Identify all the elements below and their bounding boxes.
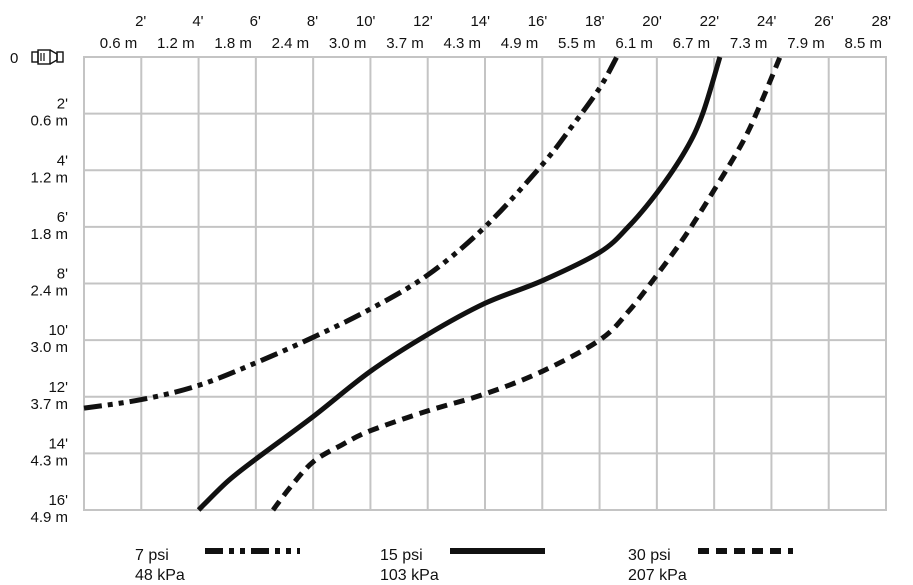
- legend-label-psi: 15 psi: [380, 547, 423, 564]
- x-tick-label-ft: 8': [307, 13, 318, 30]
- x-tick-label-m: 6.1 m: [615, 35, 653, 52]
- y-tick-label-m: 3.0 m: [30, 339, 68, 356]
- chart-legend: 7 psi 48 kPa 15 psi 103 kPa 30 psi 207 kPa: [135, 547, 793, 584]
- y-tick-label-ft: 4': [57, 152, 68, 169]
- x-tick-label-ft: 6': [250, 13, 261, 30]
- y-tick-label-ft: 6': [57, 209, 68, 226]
- y-tick-label-ft: 10': [48, 322, 68, 339]
- x-tick-label-m: 5.5 m: [558, 35, 596, 52]
- y-tick-label-ft: 12': [48, 379, 68, 396]
- y-tick-label-m: 1.8 m: [30, 226, 68, 243]
- x-tick-label-m: 3.7 m: [386, 35, 424, 52]
- y-axis-origin-label: 0: [10, 50, 18, 67]
- x-tick-label-m: 1.8 m: [214, 35, 252, 52]
- x-axis-ticks: 2' 0.6 m 4' 1.2 m 6' 1.8 m 8' 2.4 m 10' 3.0 m 12' 3…: [100, 13, 891, 52]
- x-tick-label-m: 0.6 m: [100, 35, 138, 52]
- x-tick-label-m: 3.0 m: [329, 35, 367, 52]
- y-tick-label-m: 3.7 m: [30, 396, 68, 413]
- x-tick-label-ft: 2': [135, 13, 146, 30]
- y-tick-label-ft: 14': [48, 435, 68, 452]
- x-tick-label-ft: 28': [871, 13, 891, 30]
- x-tick-label-ft: 22': [700, 13, 720, 30]
- x-tick-label-ft: 20': [642, 13, 662, 30]
- y-tick-label-m: 4.9 m: [30, 509, 68, 526]
- y-tick-label-ft: 2': [57, 96, 68, 113]
- x-tick-label-m: 2.4 m: [272, 35, 310, 52]
- chart-grid: [83, 56, 887, 511]
- x-tick-label-m: 8.5 m: [844, 35, 882, 52]
- x-tick-label-ft: 26': [814, 13, 834, 30]
- sprinkler-nozzle-icon: [31, 49, 64, 65]
- x-tick-label-ft: 18': [585, 13, 605, 30]
- y-tick-label-ft: 16': [48, 492, 68, 509]
- y-tick-label-m: 0.6 m: [30, 113, 68, 130]
- x-tick-label-ft: 4': [192, 13, 203, 30]
- x-tick-label-ft: 14': [470, 13, 490, 30]
- x-tick-label-m: 1.2 m: [157, 35, 195, 52]
- series-line-1: [196, 56, 723, 512]
- x-tick-label-ft: 16': [528, 13, 548, 30]
- legend-label-psi: 30 psi: [628, 547, 671, 564]
- legend-label-psi: 7 psi: [135, 547, 169, 564]
- series-line-2: [271, 56, 783, 512]
- y-tick-label-ft: 8': [57, 266, 68, 283]
- y-axis-ticks: 2'0.6 m 4'1.2 m 6'1.8 m 8'2.4 m 10'3.0 m 12'3…: [30, 96, 68, 526]
- x-tick-label-ft: 24': [757, 13, 777, 30]
- legend-label-kpa: 48 kPa: [135, 567, 185, 584]
- x-tick-label-m: 7.9 m: [787, 35, 825, 52]
- x-tick-label-m: 4.3 m: [443, 35, 481, 52]
- x-tick-label-ft: 12': [413, 13, 433, 30]
- legend-label-kpa: 207 kPa: [628, 567, 687, 584]
- chart-series: [83, 55, 783, 512]
- x-tick-label-ft: 10': [356, 13, 376, 30]
- y-tick-label-m: 4.3 m: [30, 452, 68, 469]
- y-tick-label-m: 2.4 m: [30, 283, 68, 300]
- x-tick-label-m: 6.7 m: [673, 35, 711, 52]
- series-line-0: [83, 55, 619, 411]
- x-tick-label-m: 7.3 m: [730, 35, 768, 52]
- y-tick-label-m: 1.2 m: [30, 169, 68, 186]
- x-tick-label-m: 4.9 m: [501, 35, 539, 52]
- legend-label-kpa: 103 kPa: [380, 567, 439, 584]
